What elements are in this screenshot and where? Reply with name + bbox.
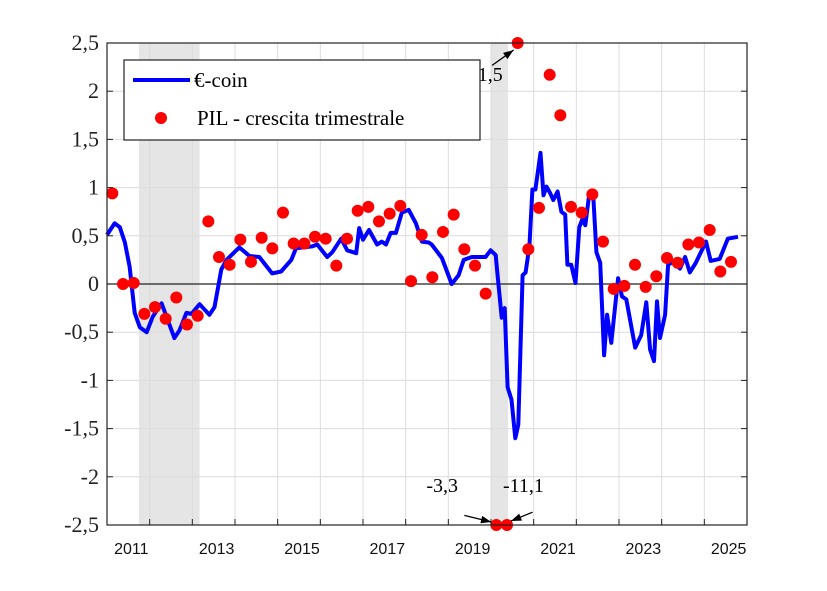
annotation-arrow-head (503, 50, 514, 60)
data-point (543, 68, 556, 81)
data-point (469, 259, 481, 272)
annotation-label: -11,1 (503, 475, 544, 497)
x-tick-label: 2015 (284, 541, 320, 558)
data-point (682, 238, 695, 251)
data-point (725, 255, 737, 268)
data-point (255, 231, 268, 244)
data-point (181, 318, 193, 331)
data-point (639, 280, 652, 293)
data-point (362, 200, 375, 213)
data-point (277, 206, 289, 219)
data-point (426, 271, 439, 284)
data-point (213, 251, 225, 264)
x-tick-label: 2011 (114, 541, 149, 558)
data-point (351, 204, 364, 217)
data-point (373, 215, 385, 228)
data-point (607, 282, 620, 295)
data-point (533, 201, 545, 214)
y-tick-label: 1,5 (72, 126, 100, 151)
y-tick-label: -1 (81, 367, 99, 392)
data-point (650, 270, 663, 283)
data-point (330, 259, 343, 272)
y-tick-labels: 2,5 2 1,5 1 0,5 0 -0,5 -1 -1,5 -2 -2,5 (64, 30, 99, 537)
data-point (447, 208, 460, 221)
data-point (319, 232, 332, 245)
series-dots-pil (106, 37, 737, 531)
data-point (159, 312, 172, 325)
y-tick-label: -2,5 (64, 512, 99, 537)
data-point (554, 109, 567, 122)
x-tick-label: 2021 (540, 541, 576, 558)
x-tick-label: 2025 (711, 541, 747, 558)
y-tick-label: 2,5 (72, 30, 100, 55)
data-point (341, 232, 353, 245)
data-point (629, 258, 641, 271)
y-tick-label: 1 (88, 175, 99, 200)
data-point (415, 228, 428, 241)
data-point (287, 237, 300, 250)
data-point (586, 188, 599, 201)
data-point (437, 225, 449, 238)
data-point (234, 233, 247, 246)
data-point (383, 207, 396, 220)
legend: €-coin PIL - crescita trimestrale (123, 59, 481, 141)
y-tick-label: 0 (88, 271, 99, 296)
x-tick-label: 2013 (199, 541, 235, 558)
legend-box (123, 59, 481, 141)
data-point (117, 278, 129, 290)
data-point (202, 215, 215, 228)
x-tick-label: 2019 (455, 541, 491, 558)
data-point (245, 255, 257, 268)
data-point (298, 237, 311, 250)
data-point (597, 235, 609, 248)
data-point (106, 187, 119, 200)
data-point (618, 279, 631, 292)
data-point (522, 243, 535, 256)
annotation-arrow-head (480, 515, 492, 524)
data-point (405, 275, 417, 288)
data-point (170, 291, 183, 304)
y-tick-label: 0,5 (72, 223, 100, 248)
y-tick-label: -2 (81, 464, 99, 489)
data-point (479, 287, 492, 300)
y-tick-label: -0,5 (64, 319, 99, 344)
legend-label-ecoin: €-coin (194, 68, 248, 92)
data-point (693, 236, 705, 249)
x-tick-label: 2017 (370, 541, 406, 558)
data-point (714, 265, 727, 278)
data-point (671, 256, 684, 269)
data-point (191, 309, 204, 322)
series-line-ecoin (105, 150, 739, 441)
data-point (309, 230, 321, 243)
data-point (394, 199, 407, 212)
data-point (661, 251, 673, 264)
data-point (138, 307, 151, 320)
data-point (458, 243, 471, 256)
x-tick-labels: 2011 2013 2015 2017 2019 2021 2023 2025 (114, 541, 746, 558)
data-point (703, 224, 716, 237)
annotation-arrow-head (511, 513, 522, 521)
annotation-label: -3,3 (426, 475, 458, 497)
data-point (149, 301, 161, 314)
data-point (266, 242, 279, 255)
data-point (565, 200, 577, 213)
data-point (127, 277, 140, 290)
y-tick-label: 2 (88, 78, 99, 103)
y-tick-label: -1,5 (64, 416, 99, 441)
legend-label-pil: PIL - crescita trimestrale (197, 106, 404, 130)
data-point (223, 258, 236, 271)
x-tick-label: 2023 (626, 541, 662, 558)
data-point (575, 206, 588, 219)
legend-dot-swatch (155, 112, 167, 124)
